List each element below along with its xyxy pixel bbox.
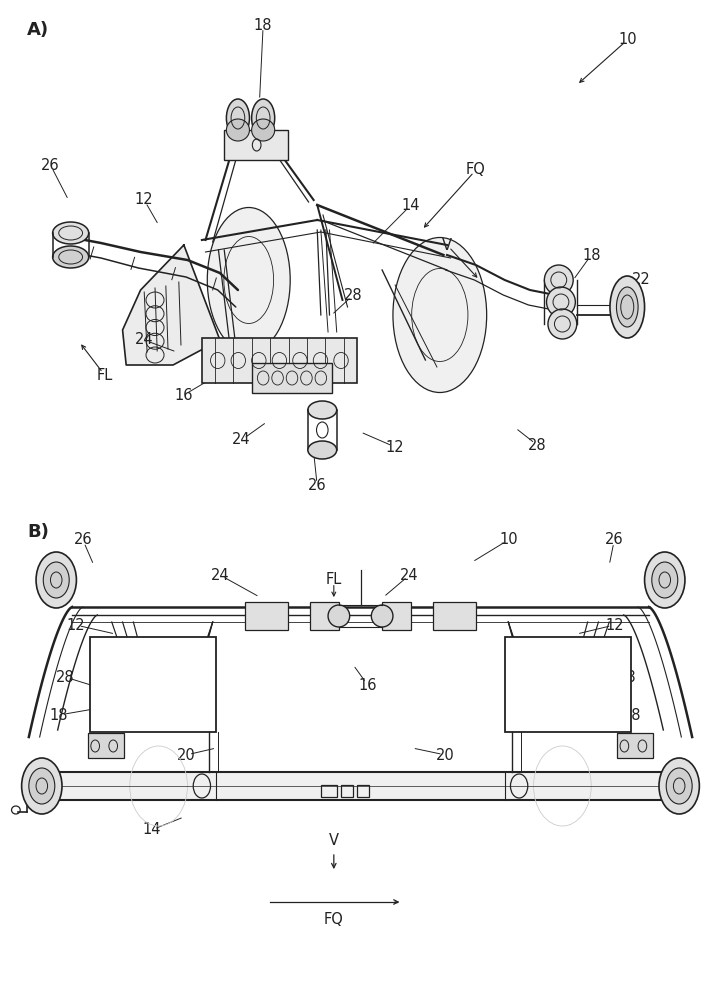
Text: 18: 18 (582, 247, 601, 262)
Ellipse shape (616, 287, 638, 327)
Ellipse shape (544, 265, 573, 295)
Ellipse shape (53, 246, 89, 268)
Bar (617, 733, 653, 758)
Text: B): B) (27, 523, 49, 541)
Circle shape (36, 552, 76, 608)
Text: 26: 26 (308, 479, 327, 493)
Text: 26: 26 (74, 532, 92, 548)
Text: 26: 26 (41, 157, 60, 172)
Bar (357, 785, 369, 797)
Ellipse shape (610, 276, 645, 338)
Circle shape (29, 768, 55, 804)
Ellipse shape (226, 99, 249, 137)
Text: 18: 18 (254, 17, 273, 32)
Bar (321, 785, 337, 797)
Text: 28: 28 (618, 670, 637, 684)
Bar (433, 602, 476, 630)
Bar (88, 733, 124, 758)
Text: 24: 24 (135, 332, 154, 348)
Text: 12: 12 (605, 617, 624, 633)
Ellipse shape (328, 605, 350, 627)
Ellipse shape (371, 605, 393, 627)
Text: V: V (442, 237, 452, 252)
Text: FQ: FQ (466, 162, 486, 178)
Bar (341, 785, 353, 797)
Ellipse shape (393, 237, 487, 392)
Circle shape (659, 758, 699, 814)
Circle shape (652, 562, 678, 598)
Text: 16: 16 (174, 387, 193, 402)
Bar (224, 130, 288, 160)
Ellipse shape (308, 441, 337, 459)
Text: 24: 24 (232, 432, 251, 448)
Ellipse shape (53, 222, 89, 244)
Bar (245, 602, 288, 630)
Bar (90, 637, 216, 732)
Ellipse shape (547, 287, 575, 317)
Text: 22: 22 (632, 272, 651, 288)
Text: 24: 24 (400, 568, 419, 582)
Text: 20: 20 (177, 748, 195, 762)
Ellipse shape (207, 208, 290, 353)
Text: 24: 24 (211, 568, 229, 582)
Text: A): A) (27, 21, 50, 39)
Text: FL: FL (97, 367, 112, 382)
Text: FQ: FQ (324, 912, 344, 927)
Text: 20: 20 (436, 748, 455, 762)
Text: 14: 14 (402, 198, 420, 213)
Text: 18: 18 (50, 708, 68, 722)
Bar (202, 338, 357, 383)
Circle shape (666, 768, 692, 804)
Bar (382, 602, 411, 630)
Ellipse shape (548, 309, 577, 339)
Circle shape (645, 552, 685, 608)
Text: 14: 14 (142, 822, 161, 838)
Text: 28: 28 (56, 670, 74, 684)
Ellipse shape (252, 119, 275, 141)
Ellipse shape (226, 119, 249, 141)
Text: FL: FL (326, 572, 342, 587)
Bar (252, 363, 332, 393)
Ellipse shape (308, 401, 337, 419)
Text: 10: 10 (499, 532, 518, 548)
Text: 16: 16 (358, 678, 377, 692)
Bar (505, 637, 631, 732)
Text: 12: 12 (66, 617, 85, 633)
Text: 12: 12 (135, 192, 154, 208)
Bar (40, 772, 681, 800)
Circle shape (22, 758, 62, 814)
Text: 22: 22 (653, 784, 671, 800)
Text: 26: 26 (605, 532, 624, 548)
Text: 28: 28 (528, 438, 547, 452)
Circle shape (43, 562, 69, 598)
Text: 22: 22 (25, 784, 44, 800)
Text: 18: 18 (622, 708, 641, 722)
Text: 12: 12 (386, 440, 404, 454)
Ellipse shape (252, 99, 275, 137)
Polygon shape (123, 245, 220, 365)
Text: 10: 10 (618, 32, 637, 47)
Bar (310, 602, 339, 630)
Text: V: V (329, 833, 339, 848)
Text: 28: 28 (344, 288, 363, 302)
